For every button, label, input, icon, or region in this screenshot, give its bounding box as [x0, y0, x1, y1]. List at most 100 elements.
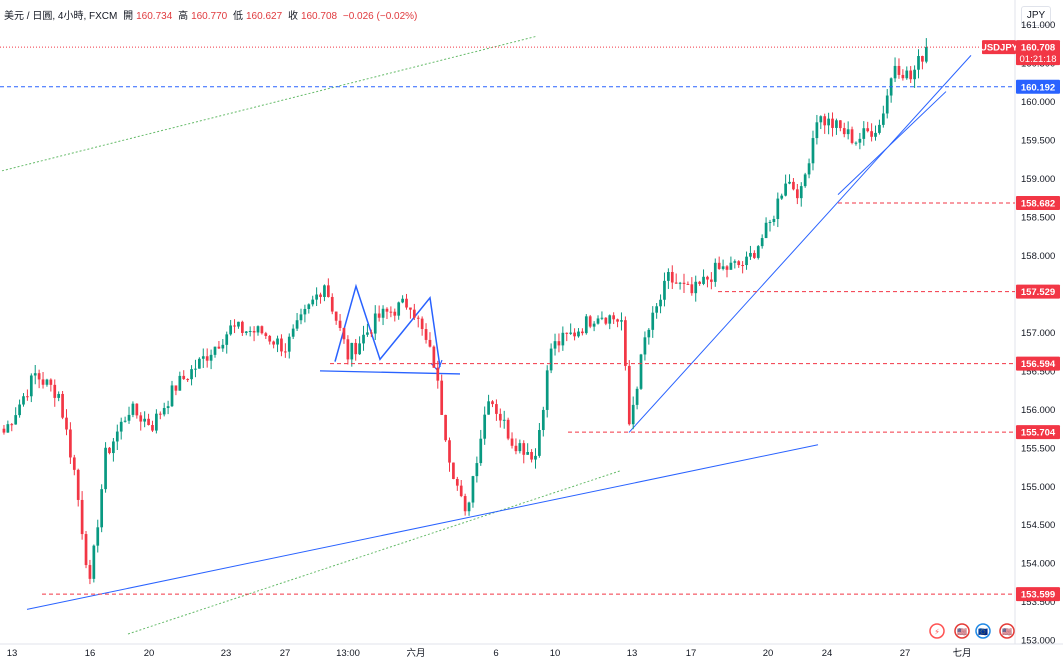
high-value: 160.770 — [191, 11, 228, 22]
candle-body — [268, 335, 272, 342]
candle-body — [846, 129, 850, 135]
level-tag-label: 160.192 — [1021, 82, 1055, 93]
candle-body — [131, 403, 135, 415]
low-label: 低 — [233, 11, 243, 22]
candle-body — [252, 331, 256, 333]
candle-body — [244, 331, 248, 333]
candle-body — [581, 331, 584, 334]
candle-body — [369, 332, 373, 334]
event-badges[interactable]: ⚡ 🇺🇸 🇪🇺 🇺🇸 — [929, 623, 1015, 639]
x-tick-label: 六月 — [406, 647, 425, 659]
candle-body — [29, 375, 33, 397]
candle-body — [831, 118, 834, 128]
symbol-tag — [982, 40, 1016, 55]
x-tick-label: 20 — [763, 648, 774, 659]
grid — [0, 0, 1063, 645]
y-tick-label: 153.500 — [1021, 597, 1055, 608]
candle-body — [487, 401, 490, 415]
candle-body — [713, 262, 717, 282]
candle-body — [100, 489, 104, 528]
candle-body — [338, 320, 342, 328]
candle-body — [139, 415, 143, 422]
candle-body — [205, 356, 209, 361]
candle-body — [655, 306, 658, 313]
drawings — [1, 35, 972, 635]
event-badge-glyph: 🇺🇸 — [1002, 628, 1012, 637]
candle-body — [53, 384, 57, 398]
candle-body — [893, 65, 897, 79]
candle-body — [686, 283, 690, 285]
candle-body — [151, 425, 154, 431]
candle-body — [698, 281, 701, 284]
symbol-tag-label: USDJPY — [980, 43, 1019, 54]
x-tick-label: 27 — [900, 648, 911, 659]
level-tag — [1016, 284, 1060, 299]
candle-body — [284, 351, 287, 353]
candle-body — [792, 181, 795, 190]
candle-body — [561, 332, 565, 346]
y-tick-label: 158.500 — [1021, 212, 1055, 223]
candle-body — [600, 317, 604, 319]
candle-body — [795, 189, 799, 199]
candle-body — [201, 356, 205, 359]
candle-body — [362, 334, 365, 344]
candle-body — [674, 282, 678, 284]
currency-button[interactable]: JPY — [1021, 6, 1051, 26]
y-tick-label: 157.000 — [1021, 328, 1055, 339]
candle-body — [123, 420, 127, 422]
candle-body — [612, 315, 616, 320]
candle-body — [326, 285, 330, 297]
candle-body — [260, 326, 264, 334]
level-tag-label: 158.682 — [1021, 198, 1055, 209]
level-tag — [1016, 587, 1060, 602]
candle-body — [18, 404, 21, 416]
level-tag — [1016, 356, 1060, 371]
candle-body — [803, 174, 807, 187]
candle-body — [557, 341, 561, 346]
candle-body — [702, 276, 705, 284]
candle-body — [577, 331, 580, 337]
level-tag-label: 153.599 — [1021, 590, 1055, 601]
y-tick-label: 154.000 — [1021, 559, 1055, 570]
candle-body — [272, 341, 275, 345]
candle-body — [878, 124, 881, 133]
candle-body — [807, 163, 811, 175]
candle-body — [588, 316, 592, 327]
candle-body — [291, 328, 295, 337]
candle-body — [799, 186, 803, 199]
candle-body — [237, 321, 240, 327]
level-tag — [1016, 425, 1060, 440]
candle-body — [569, 332, 573, 334]
candle-body — [498, 413, 502, 421]
y-tick-label: 156.000 — [1021, 405, 1055, 416]
candle-body — [225, 334, 229, 345]
candle-body — [749, 252, 752, 257]
close-value: 160.708 — [300, 11, 338, 22]
candle-body — [534, 455, 537, 460]
price-axis[interactable]: 161.000160.500160.000159.500159.000158.5… — [1021, 20, 1055, 647]
open-value: 160.734 — [136, 11, 173, 22]
candle-body — [921, 56, 924, 62]
candle-body — [592, 323, 596, 327]
candle-body — [405, 298, 408, 308]
candle-body — [874, 132, 877, 137]
x-tick-label: 13 — [627, 648, 638, 659]
candle-body — [842, 128, 846, 135]
candle-body — [127, 414, 131, 421]
candle-body — [49, 379, 53, 385]
y-tick-label: 155.500 — [1021, 443, 1055, 454]
candle-body — [667, 271, 670, 281]
candle-body — [483, 414, 487, 439]
time-axis[interactable]: 13 16 20 23 27 13:00 六月 6 10 13 17 20 24 27 七月 — [7, 647, 972, 659]
candle-body — [96, 527, 100, 546]
candle-body — [2, 428, 6, 433]
candle-body — [584, 316, 588, 334]
candle-body — [737, 261, 741, 266]
candle-body — [620, 320, 623, 322]
candle-body — [264, 333, 268, 336]
long-support-trendline — [26, 444, 819, 610]
x-tick-label: 13 — [7, 648, 18, 659]
candle-body — [913, 69, 916, 80]
candle-body — [412, 309, 416, 318]
